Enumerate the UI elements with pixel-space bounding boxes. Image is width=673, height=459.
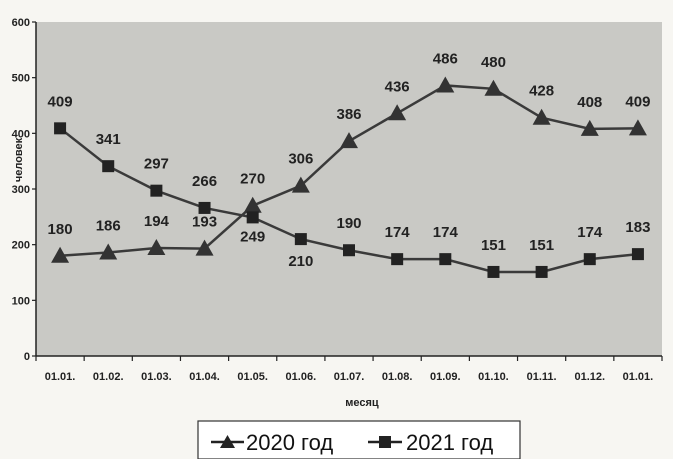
data-label: 306 xyxy=(288,151,313,168)
legend-2020-label: 2020 год xyxy=(246,430,333,455)
series-point xyxy=(484,79,503,96)
series-point xyxy=(535,265,548,278)
x-tick-label: 01.03. xyxy=(141,371,172,383)
y-tick-label: 200 xyxy=(12,240,30,252)
data-label: 193 xyxy=(192,214,217,231)
series-point xyxy=(436,76,455,93)
data-label: 194 xyxy=(144,213,170,230)
legend: 2020 год 2021 год xyxy=(197,420,521,459)
x-tick-label: 01.04. xyxy=(189,371,220,383)
series-point xyxy=(102,160,115,173)
x-tick-label: 01.08. xyxy=(382,371,413,383)
data-label: 151 xyxy=(529,237,554,254)
series-point xyxy=(198,201,211,214)
series-point xyxy=(51,246,70,263)
data-label: 183 xyxy=(625,219,650,236)
series-point xyxy=(487,265,500,278)
series-point xyxy=(54,122,67,135)
x-tick-label: 01.01. xyxy=(623,371,654,383)
y-tick-label: 0 xyxy=(24,351,30,363)
x-tick-label: 01.11. xyxy=(527,371,557,383)
x-axis-title: месяц xyxy=(345,397,379,409)
series-point xyxy=(532,108,551,125)
series-point xyxy=(439,253,452,266)
x-tick-label: 01.10. xyxy=(478,371,509,383)
data-label: 210 xyxy=(288,253,313,270)
series-point xyxy=(291,176,310,193)
x-tick-label: 01.01. xyxy=(45,371,76,383)
data-label: 190 xyxy=(336,215,361,232)
legend-2020-marker xyxy=(220,435,235,448)
data-label: 249 xyxy=(240,228,265,245)
series-point xyxy=(243,196,262,213)
series-point xyxy=(150,184,163,197)
data-label: 266 xyxy=(192,173,217,190)
y-tick-label: 400 xyxy=(12,128,30,140)
series-point xyxy=(583,253,596,266)
x-tick-label: 01.09. xyxy=(430,371,461,383)
x-tick-label: 01.02. xyxy=(93,371,124,383)
series-point xyxy=(246,211,259,224)
data-label: 297 xyxy=(144,156,169,173)
x-tick-label: 01.06. xyxy=(286,371,317,383)
series-point xyxy=(99,243,118,260)
series-point xyxy=(388,104,407,121)
x-tick-label: 01.05. xyxy=(237,371,268,383)
data-label: 408 xyxy=(577,94,602,111)
data-label: 174 xyxy=(385,224,411,241)
plot-area xyxy=(36,22,662,356)
series-point xyxy=(391,253,404,266)
legend-2021-marker xyxy=(379,436,391,448)
legend-2021-label: 2021 год xyxy=(406,430,493,455)
data-label: 436 xyxy=(385,78,410,95)
data-label: 174 xyxy=(577,224,603,241)
y-axis-ticks: 0 100 200 300 400 500 600 xyxy=(12,17,36,363)
data-label: 386 xyxy=(336,106,361,123)
y-tick-label: 300 xyxy=(12,184,30,196)
data-labels: 180 186 194 193 270 306 386 436 486 480 428 408 409 4… xyxy=(48,50,651,270)
series-point xyxy=(343,244,355,257)
series-1 xyxy=(54,122,644,278)
data-label: 180 xyxy=(48,221,73,238)
series-point xyxy=(147,239,166,256)
x-axis-ticks: 01.01. 01.02. 01.03. 01.04. 01.05. 01.06. 01.0… xyxy=(35,356,663,383)
y-tick-label: 600 xyxy=(12,17,30,29)
data-label: 409 xyxy=(625,93,650,110)
x-tick-label: 01.12. xyxy=(574,371,605,383)
data-label: 186 xyxy=(96,217,121,234)
series-layer xyxy=(51,76,647,278)
legend-box xyxy=(197,420,521,459)
y-tick-label: 500 xyxy=(12,73,30,85)
data-label: 151 xyxy=(481,237,506,254)
data-label: 480 xyxy=(481,54,506,71)
series-point xyxy=(195,239,214,256)
y-axis-title: человек xyxy=(13,137,25,182)
y-tick-label: 100 xyxy=(12,295,30,307)
data-label: 270 xyxy=(240,171,265,188)
data-label: 428 xyxy=(529,83,554,100)
data-label: 409 xyxy=(48,93,73,110)
series-point xyxy=(340,132,358,149)
series-point xyxy=(580,119,599,136)
data-label: 486 xyxy=(433,50,458,67)
series-point xyxy=(628,119,647,136)
series-point xyxy=(631,248,644,261)
series-point xyxy=(294,233,307,246)
data-label: 341 xyxy=(96,131,121,148)
data-label: 174 xyxy=(433,224,459,241)
series-0 xyxy=(51,76,647,263)
x-tick-label: 01.07. xyxy=(334,371,365,383)
